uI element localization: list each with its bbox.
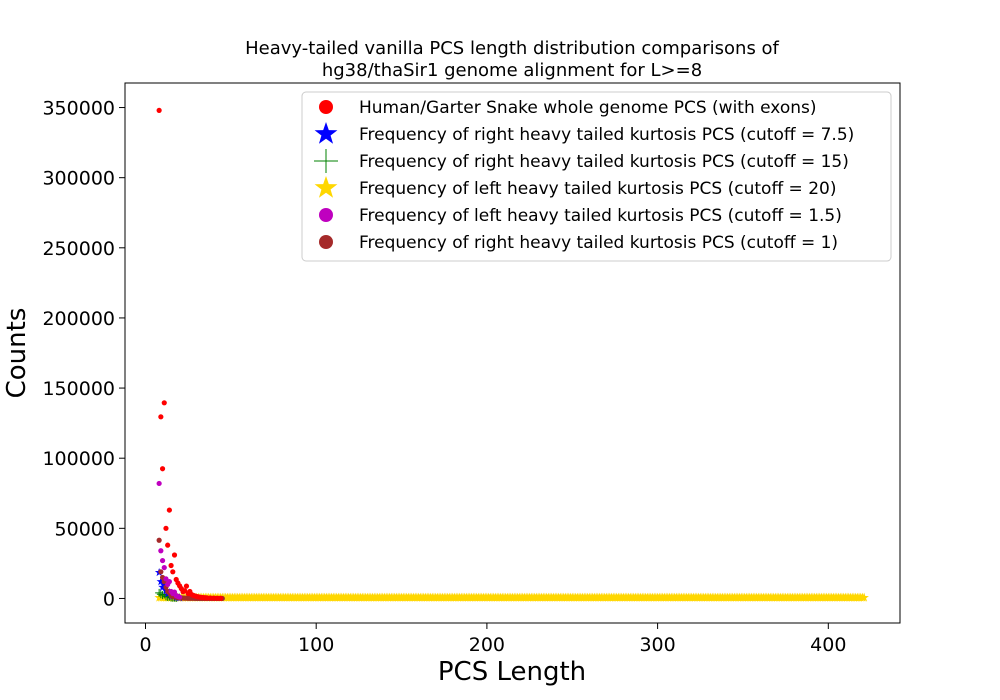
x-axis: 0 100 200 300 400 xyxy=(139,623,846,656)
series-0 xyxy=(156,107,224,601)
y-tick-label: 150000 xyxy=(42,378,115,400)
legend-item: Human/Garter Snake whole genome PCS (wit… xyxy=(319,98,817,118)
y-tick-label: 50000 xyxy=(55,518,115,540)
chart-title: Heavy-tailed vanilla PCS length distribu… xyxy=(245,38,779,81)
data-point xyxy=(183,583,190,589)
legend-marker xyxy=(314,149,338,173)
legend-label: Frequency of right heavy tailed kurtosis… xyxy=(359,125,854,145)
axes-frame xyxy=(124,82,901,624)
legend-item: Frequency of right heavy tailed kurtosis… xyxy=(314,149,849,173)
data-point xyxy=(166,579,172,585)
legend-label: Human/Garter Snake whole genome PCS (wit… xyxy=(359,98,817,118)
legend-item: Frequency of right heavy tailed kurtosis… xyxy=(319,233,838,253)
data-point xyxy=(159,466,166,472)
data-point xyxy=(158,548,164,554)
data-point xyxy=(156,107,162,113)
legend-label: Frequency of left heavy tailed kurtosis … xyxy=(359,206,842,226)
legend-label: Frequency of right heavy tailed kurtosis… xyxy=(359,233,838,253)
x-tick-label: 200 xyxy=(469,634,505,656)
legend-box xyxy=(301,91,892,262)
data-point xyxy=(165,542,171,548)
data-point xyxy=(170,569,176,575)
chart-title-line: hg38/thaSir1 genome alignment for L>=8 xyxy=(322,60,702,81)
y-tick-label: 350000 xyxy=(42,98,115,120)
series-4 xyxy=(156,480,183,600)
data-point xyxy=(177,594,183,600)
data-point xyxy=(161,564,167,571)
plot-area xyxy=(154,107,869,603)
legend-marker xyxy=(319,235,333,249)
data-point xyxy=(171,552,178,558)
legend-marker xyxy=(319,208,333,222)
data-point xyxy=(158,569,164,575)
y-tick-label: 200000 xyxy=(42,308,115,330)
y-tick-label: 0 xyxy=(103,588,115,610)
x-tick-label: 300 xyxy=(639,634,675,656)
y-tick-label: 100000 xyxy=(42,448,115,470)
x-axis-label: PCS Length xyxy=(438,657,586,687)
legend-label: Frequency of right heavy tailed kurtosis… xyxy=(359,152,849,172)
data-point xyxy=(158,591,167,600)
data-point xyxy=(168,562,174,569)
legend-item: Frequency of right heavy tailed kurtosis… xyxy=(314,122,854,145)
legend: Human/Garter Snake whole genome PCS (wit… xyxy=(301,91,892,262)
legend-marker xyxy=(314,122,338,144)
data-point xyxy=(859,592,869,602)
chart-title-line: Heavy-tailed vanilla PCS length distribu… xyxy=(245,38,779,59)
data-point xyxy=(161,400,167,406)
legend-item: Frequency of left heavy tailed kurtosis … xyxy=(314,176,836,199)
y-tick-label: 300000 xyxy=(42,168,115,190)
data-point xyxy=(159,557,166,564)
data-point xyxy=(163,525,169,531)
legend-marker xyxy=(319,100,333,114)
y-tick-label: 250000 xyxy=(42,238,115,260)
data-point xyxy=(156,577,166,586)
legend-label: Frequency of left heavy tailed kurtosis … xyxy=(359,179,836,199)
data-point xyxy=(159,580,169,589)
legend-marker xyxy=(314,176,338,198)
y-axis-label: Counts xyxy=(2,308,32,399)
data-point xyxy=(158,414,164,420)
series-3 xyxy=(154,592,869,602)
x-tick-label: 100 xyxy=(298,634,334,656)
data-point xyxy=(156,480,162,487)
x-tick-label: 0 xyxy=(139,634,151,656)
legend-item: Frequency of left heavy tailed kurtosis … xyxy=(319,206,842,226)
data-point xyxy=(217,595,224,601)
y-axis: 0 50000 100000 150000 200000 250000 300000 3500… xyxy=(42,98,125,610)
data-point xyxy=(156,537,162,543)
x-tick-label: 400 xyxy=(810,634,846,656)
data-point xyxy=(166,507,172,513)
